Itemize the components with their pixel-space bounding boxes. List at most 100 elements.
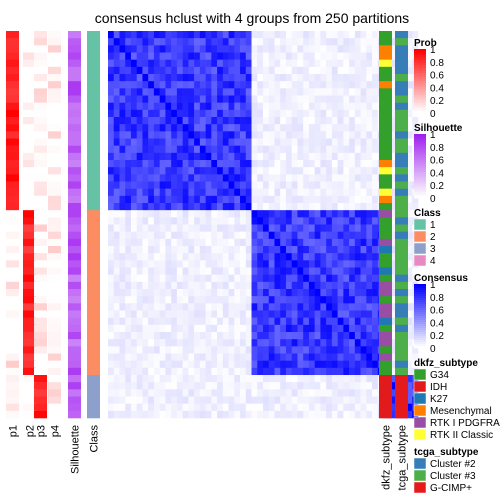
matrix-cell xyxy=(303,88,310,96)
matrix-cell xyxy=(263,195,270,204)
legend-gradient-step xyxy=(414,89,426,92)
matrix-cell xyxy=(108,389,115,397)
matrix-cell xyxy=(268,274,275,283)
matrix-cell xyxy=(268,296,275,304)
matrix-cell xyxy=(240,195,247,204)
matrix-cell xyxy=(217,167,224,175)
matrix-cell xyxy=(412,109,419,118)
matrix-cell xyxy=(234,102,241,111)
matrix-cell xyxy=(326,389,333,397)
matrix-cell xyxy=(326,102,333,111)
matrix-cell xyxy=(194,267,201,275)
matrix-cell xyxy=(148,52,155,60)
matrix-cell xyxy=(159,88,166,96)
legend-gradient-step xyxy=(414,344,426,347)
matrix-cell xyxy=(148,246,155,254)
matrix-cell xyxy=(257,238,264,247)
matrix-cell xyxy=(354,138,361,146)
legend-gradient-step xyxy=(414,164,426,167)
matrix-cell xyxy=(268,403,275,412)
matrix-cell xyxy=(389,360,396,369)
matrix-cell xyxy=(148,346,155,354)
matrix-cell xyxy=(326,396,333,404)
matrix-cell xyxy=(406,124,413,132)
matrix-cell xyxy=(194,188,201,197)
matrix-cell xyxy=(406,145,413,154)
matrix-cell xyxy=(337,389,344,397)
matrix-cell xyxy=(366,403,373,412)
matrix-cell xyxy=(320,145,327,154)
prob-cell xyxy=(48,375,61,383)
prob-cell xyxy=(48,410,61,419)
matrix-cell xyxy=(308,203,315,211)
prob-cell xyxy=(34,260,47,268)
matrix-cell xyxy=(366,195,373,204)
matrix-cell xyxy=(366,31,373,39)
matrix-cell xyxy=(314,95,321,103)
matrix-cell xyxy=(291,289,298,297)
matrix-cell xyxy=(182,375,189,383)
prob-cell xyxy=(6,138,19,146)
matrix-cell xyxy=(165,246,172,254)
matrix-cell xyxy=(176,324,183,333)
matrix-cell xyxy=(125,289,132,297)
matrix-cell xyxy=(222,375,229,383)
matrix-cell xyxy=(372,181,379,189)
matrix-cell xyxy=(176,45,183,53)
matrix-cell xyxy=(389,167,396,175)
legend-gradient-step xyxy=(414,81,426,84)
matrix-cell xyxy=(125,181,132,189)
matrix-cell xyxy=(366,152,373,161)
matrix-cell xyxy=(165,403,172,412)
legend-gradient-step xyxy=(414,71,426,74)
matrix-cell xyxy=(263,253,270,261)
matrix-cell xyxy=(343,353,350,361)
matrix-cell xyxy=(337,31,344,39)
matrix-cell xyxy=(182,188,189,197)
matrix-cell xyxy=(136,289,143,297)
matrix-cell xyxy=(240,95,247,103)
matrix-cell xyxy=(343,267,350,275)
matrix-cell xyxy=(130,160,138,168)
matrix-cell xyxy=(222,88,229,96)
prob-cell xyxy=(34,138,47,146)
matrix-cell xyxy=(285,210,293,218)
matrix-cell xyxy=(274,181,281,189)
matrix-cell xyxy=(274,124,281,132)
matrix-cell xyxy=(182,260,189,268)
legend-gradient-step xyxy=(414,304,426,307)
matrix-cell xyxy=(159,138,166,146)
matrix-cell xyxy=(136,310,143,318)
legend-gradient-step xyxy=(414,55,426,58)
matrix-cell xyxy=(222,188,229,197)
matrix-cell xyxy=(268,253,275,261)
matrix-cell xyxy=(142,353,149,361)
matrix-cell xyxy=(303,210,310,218)
matrix-cell xyxy=(182,160,189,168)
matrix-cell xyxy=(119,324,126,333)
matrix-cell xyxy=(142,281,149,290)
matrix-cell xyxy=(326,59,333,68)
matrix-cell xyxy=(308,360,315,369)
matrix-cell xyxy=(217,181,224,189)
matrix-cell xyxy=(303,203,310,211)
matrix-cell xyxy=(136,52,143,60)
matrix-cell xyxy=(303,260,310,268)
matrix-cell xyxy=(153,52,160,60)
matrix-cell xyxy=(251,389,258,397)
legend-label: RTK II Classic xyxy=(430,430,493,441)
matrix-cell xyxy=(148,45,155,53)
matrix-cell xyxy=(228,195,235,204)
dkfz-cell xyxy=(379,45,392,53)
class-cell xyxy=(87,81,100,89)
matrix-cell xyxy=(366,382,373,390)
matrix-cell xyxy=(354,396,361,404)
matrix-cell xyxy=(354,246,361,254)
matrix-cell xyxy=(171,195,178,204)
matrix-cell xyxy=(108,203,115,211)
matrix-cell xyxy=(297,367,304,376)
legend-gradient-step xyxy=(414,306,426,309)
matrix-cell xyxy=(372,267,379,275)
matrix-cell xyxy=(268,131,275,139)
matrix-cell xyxy=(194,88,201,96)
